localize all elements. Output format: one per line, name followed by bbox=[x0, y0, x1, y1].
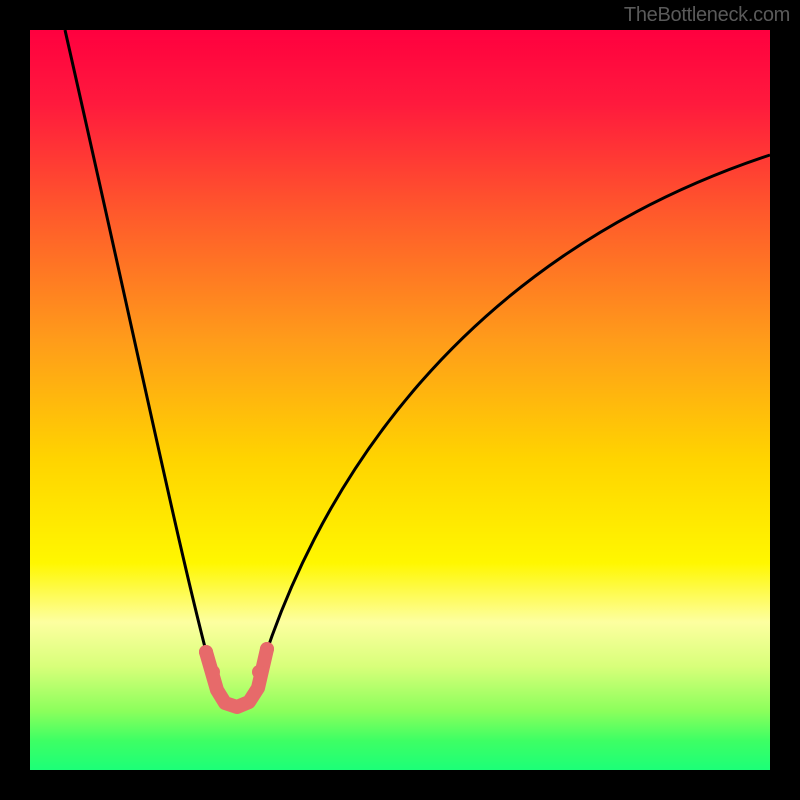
watermark-text: TheBottleneck.com bbox=[624, 4, 790, 27]
highlight-dot bbox=[199, 645, 213, 659]
highlight-dot bbox=[252, 665, 266, 679]
plot-area bbox=[30, 30, 770, 770]
chart-svg bbox=[0, 0, 800, 800]
highlight-dot bbox=[206, 665, 220, 679]
highlight-dot bbox=[260, 642, 274, 656]
bottleneck-chart bbox=[0, 0, 800, 800]
